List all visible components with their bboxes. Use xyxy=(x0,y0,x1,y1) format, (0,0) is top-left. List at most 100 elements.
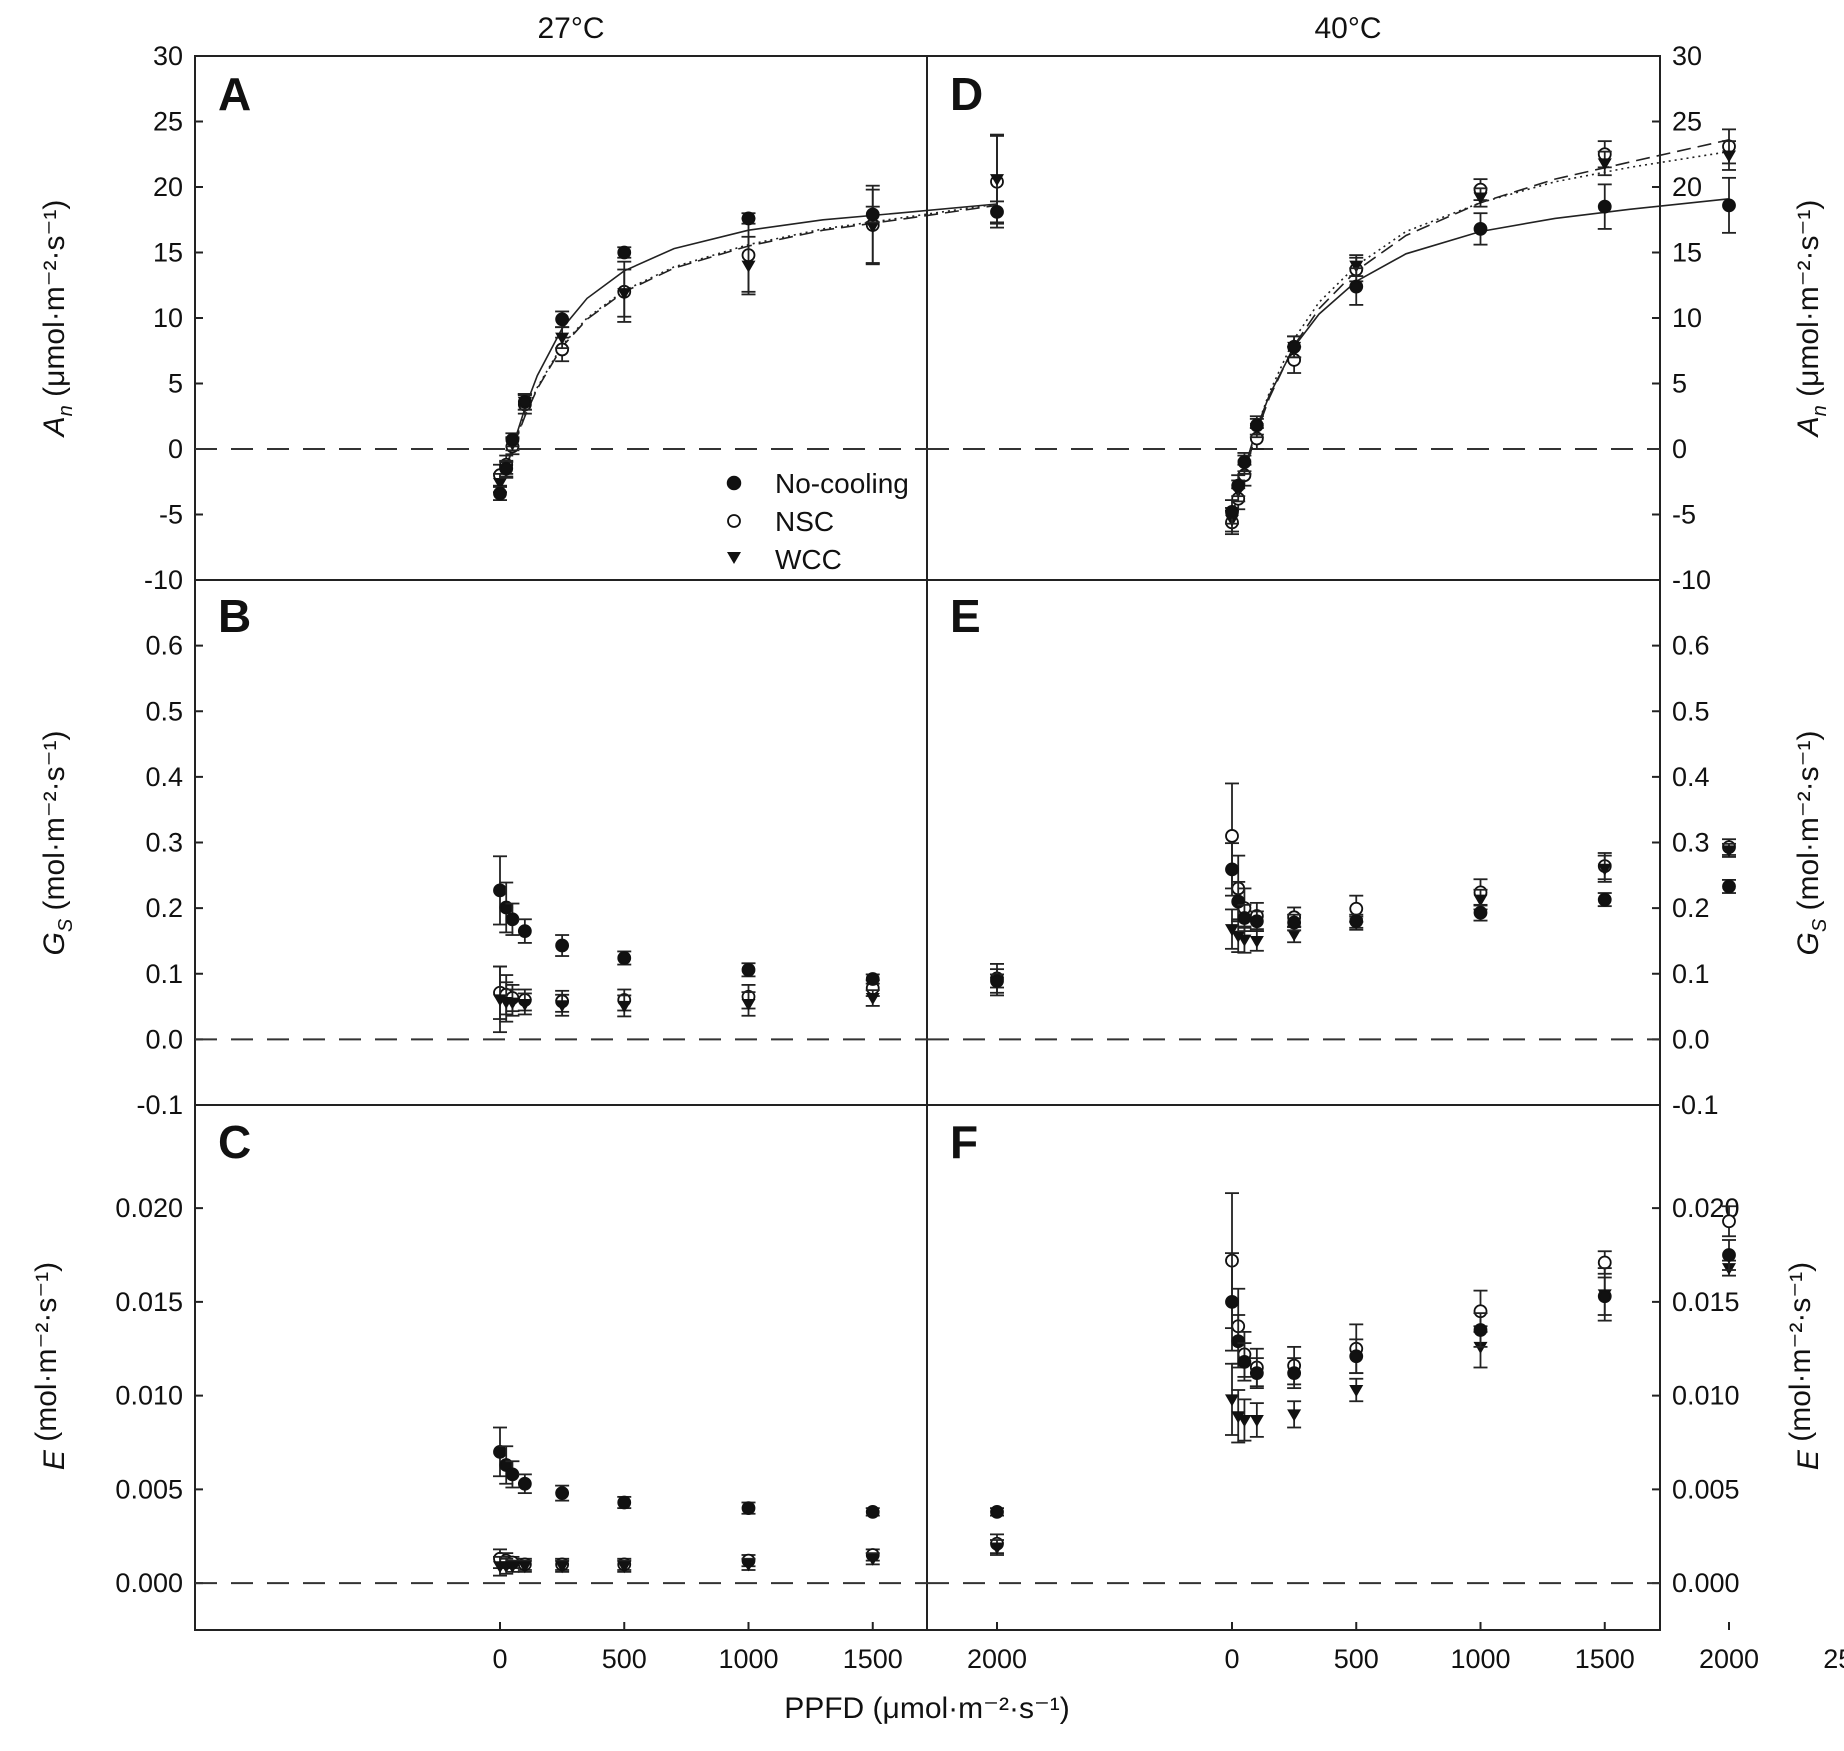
data-point xyxy=(1722,879,1736,894)
data-point xyxy=(1597,199,1612,214)
data-point xyxy=(1237,934,1252,947)
y-tick-label: 0.3 xyxy=(1672,828,1710,858)
y-tick-label: 0.020 xyxy=(115,1193,183,1223)
y-tick-label: 0.6 xyxy=(145,631,183,661)
axis-ticks: -10 -5 0 5 10 15 20 25 30 -10 -5 0 5 10 15 20 25 30 0 500 10… xyxy=(115,41,1844,1674)
legend-marker-nsc xyxy=(727,514,741,528)
panel-letter-C: C xyxy=(218,1116,251,1168)
y-tick-label: 0.0 xyxy=(145,1024,183,1054)
data-point xyxy=(517,1476,532,1491)
ylabel-unit: (mol·m⁻²·s⁻¹) xyxy=(1792,731,1825,919)
data-point xyxy=(1722,198,1736,213)
data-point xyxy=(1231,1334,1246,1349)
y-tick-label: 0.000 xyxy=(1672,1568,1740,1598)
panel-A xyxy=(195,133,1004,501)
y-tick-label: -5 xyxy=(1672,500,1696,530)
data-point xyxy=(1349,901,1364,916)
y-tick-label: 0.4 xyxy=(145,762,183,792)
data-point xyxy=(865,972,880,986)
ylabel-main: G xyxy=(1792,932,1825,955)
x-tick-label: 500 xyxy=(602,1644,647,1674)
data-point xyxy=(865,207,880,222)
data-point xyxy=(1225,829,1239,843)
data-point xyxy=(517,924,532,938)
data-point xyxy=(1473,1341,1488,1354)
panel-letter-B: B xyxy=(218,590,251,642)
data-point xyxy=(505,1467,520,1482)
panel-C xyxy=(195,1426,1004,1585)
y-tick-label: 5 xyxy=(1672,369,1687,399)
data-point xyxy=(1287,1409,1302,1422)
legend: No-cooling NSC WCC xyxy=(726,468,909,575)
x-axis-label: PPFD (μmol·m⁻²·s⁻¹) xyxy=(784,1692,1070,1725)
y-tick-label: 0.2 xyxy=(145,893,183,923)
data-point xyxy=(1473,894,1488,907)
fit-curve-wcc xyxy=(499,204,998,485)
y-tick-label: 0.2 xyxy=(1672,893,1710,923)
panel-letter-D: D xyxy=(950,68,983,120)
data-point xyxy=(1287,915,1302,930)
y-tick-label: 0.5 xyxy=(145,696,183,726)
panel-E xyxy=(927,782,1736,1041)
data-point xyxy=(1231,894,1246,909)
data-point xyxy=(990,1504,1004,1519)
y-tick-label: -10 xyxy=(1672,565,1711,595)
data-point xyxy=(1597,1289,1612,1304)
data-point xyxy=(493,883,507,898)
data-point xyxy=(1597,863,1612,876)
ylabel-left-gs: GS (mol·m⁻²·s⁻¹) xyxy=(38,731,77,956)
data-point xyxy=(1722,1214,1736,1229)
y-tick-label: -0.1 xyxy=(136,1090,183,1120)
data-point xyxy=(865,221,880,234)
data-layer xyxy=(195,128,1736,1585)
data-point xyxy=(493,1444,507,1459)
data-point xyxy=(505,432,520,447)
legend-label-no-cooling: No-cooling xyxy=(775,468,909,499)
data-point xyxy=(617,1495,632,1510)
ylabel-main: E xyxy=(38,1449,71,1470)
y-tick-label: 10 xyxy=(153,303,183,333)
ylabel-main: A xyxy=(1792,416,1825,438)
panel-F xyxy=(927,1192,1736,1585)
data-point xyxy=(741,962,756,977)
y-tick-label: 20 xyxy=(153,172,183,202)
y-tick-label: 5 xyxy=(168,369,183,399)
series-wcc xyxy=(493,1539,1004,1577)
data-point xyxy=(1249,1366,1264,1381)
data-point xyxy=(990,1542,1004,1555)
ylabel-unit: (mol·m⁻²·s⁻¹) xyxy=(30,1262,63,1450)
y-tick-label: 0.000 xyxy=(115,1568,183,1598)
data-point xyxy=(1287,339,1302,354)
series-no-cooling xyxy=(1225,176,1736,525)
y-tick-label: 0.005 xyxy=(115,1474,183,1504)
ylabel-right-gs: GS (mol·m⁻²·s⁻¹) xyxy=(1792,731,1831,956)
data-point xyxy=(1473,905,1488,920)
x-tick-label: 2000 xyxy=(967,1644,1027,1674)
data-point xyxy=(1225,1294,1239,1309)
data-point xyxy=(493,486,507,501)
ylabel-main: A xyxy=(38,416,71,438)
column-title-left: 27°C xyxy=(537,12,604,45)
data-point xyxy=(1225,504,1239,519)
y-tick-label: 0.1 xyxy=(1672,959,1710,989)
data-point xyxy=(1473,192,1488,205)
x-tick-label: 500 xyxy=(1334,1644,1379,1674)
y-tick-label: 0.3 xyxy=(145,828,183,858)
data-point xyxy=(1597,1255,1612,1270)
ylabel-right-an: An (μmol·m⁻²·s⁻¹) xyxy=(1792,200,1831,439)
data-point xyxy=(555,332,570,345)
y-tick-label: 10 xyxy=(1672,303,1702,333)
panel-letter-E: E xyxy=(950,590,981,642)
ylabel-sub: S xyxy=(55,918,77,932)
data-point xyxy=(1225,924,1239,937)
data-point xyxy=(505,997,520,1010)
y-tick-label: -0.1 xyxy=(1672,1090,1719,1120)
data-point xyxy=(1473,222,1488,236)
y-tick-label: 0.015 xyxy=(115,1287,183,1317)
series-no-cooling xyxy=(493,200,1004,501)
fit-curve-no-cooling xyxy=(1231,198,1730,518)
y-tick-label: 0 xyxy=(1672,434,1687,464)
panel-B xyxy=(195,855,1004,1041)
y-tick-label: -10 xyxy=(144,565,183,595)
